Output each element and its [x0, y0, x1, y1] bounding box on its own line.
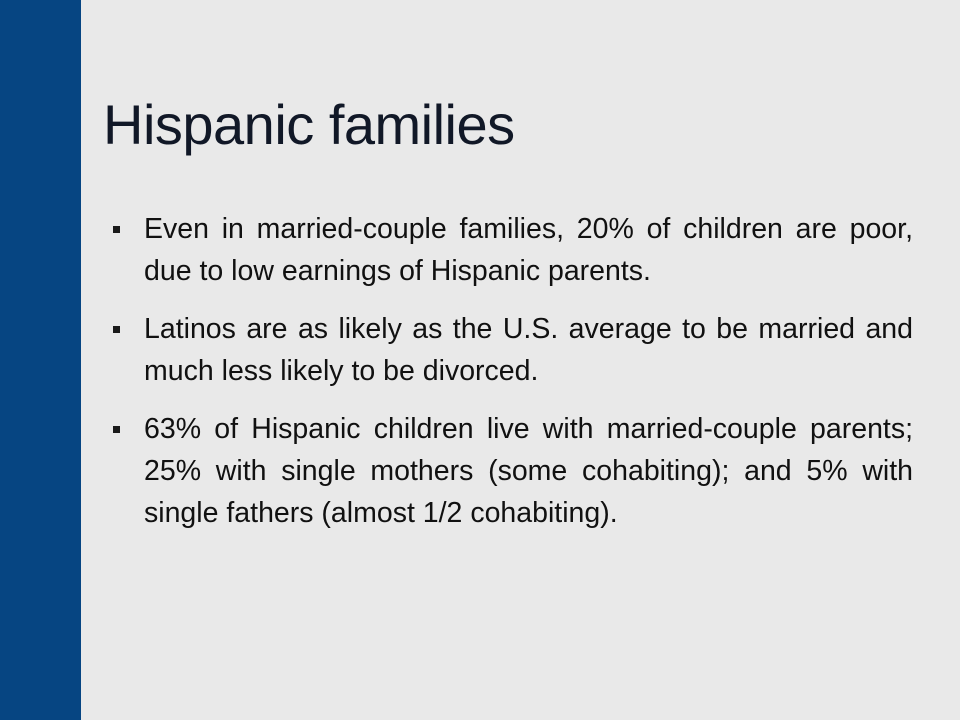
bullet-item: Even in married-couple families, 20% of … [113, 208, 913, 292]
slide-title: Hispanic families [103, 93, 515, 156]
bullet-item: Latinos are as likely as the U.S. averag… [113, 308, 913, 392]
bullet-text: Latinos are as likely as the U.S. averag… [144, 313, 913, 387]
bullet-list: Even in married-couple families, 20% of … [113, 208, 913, 550]
bullet-marker [113, 226, 120, 233]
bullet-marker [113, 326, 120, 333]
bullet-text: Even in married-couple families, 20% of … [144, 213, 913, 287]
side-bar [0, 0, 81, 720]
bullet-marker [113, 426, 120, 433]
bullet-text: 63% of Hispanic children live with marri… [144, 413, 913, 529]
bullet-item: 63% of Hispanic children live with marri… [113, 408, 913, 534]
